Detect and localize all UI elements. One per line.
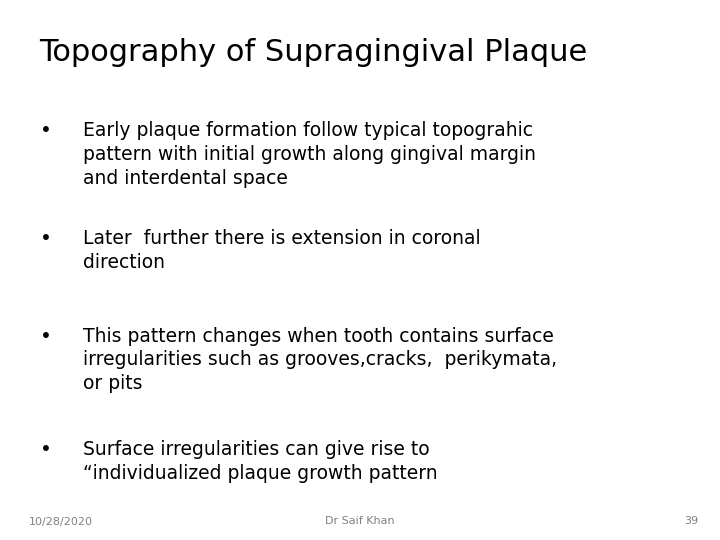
Text: •: • [40,440,51,459]
Text: Topography of Supragingival Plaque: Topography of Supragingival Plaque [40,38,588,67]
Text: This pattern changes when tooth contains surface
irregularities such as grooves,: This pattern changes when tooth contains… [83,327,557,393]
Text: •: • [40,230,51,248]
Text: 10/28/2020: 10/28/2020 [29,516,93,526]
Text: Surface irregularities can give rise to
“individualized plaque growth pattern: Surface irregularities can give rise to … [83,440,438,483]
Text: Later  further there is extension in coronal
direction: Later further there is extension in coro… [83,230,480,272]
Text: Dr Saif Khan: Dr Saif Khan [325,516,395,526]
Text: •: • [40,327,51,346]
Text: •: • [40,122,51,140]
Text: 39: 39 [684,516,698,526]
Text: Early plaque formation follow typical topograhic
pattern with initial growth alo: Early plaque formation follow typical to… [83,122,536,187]
